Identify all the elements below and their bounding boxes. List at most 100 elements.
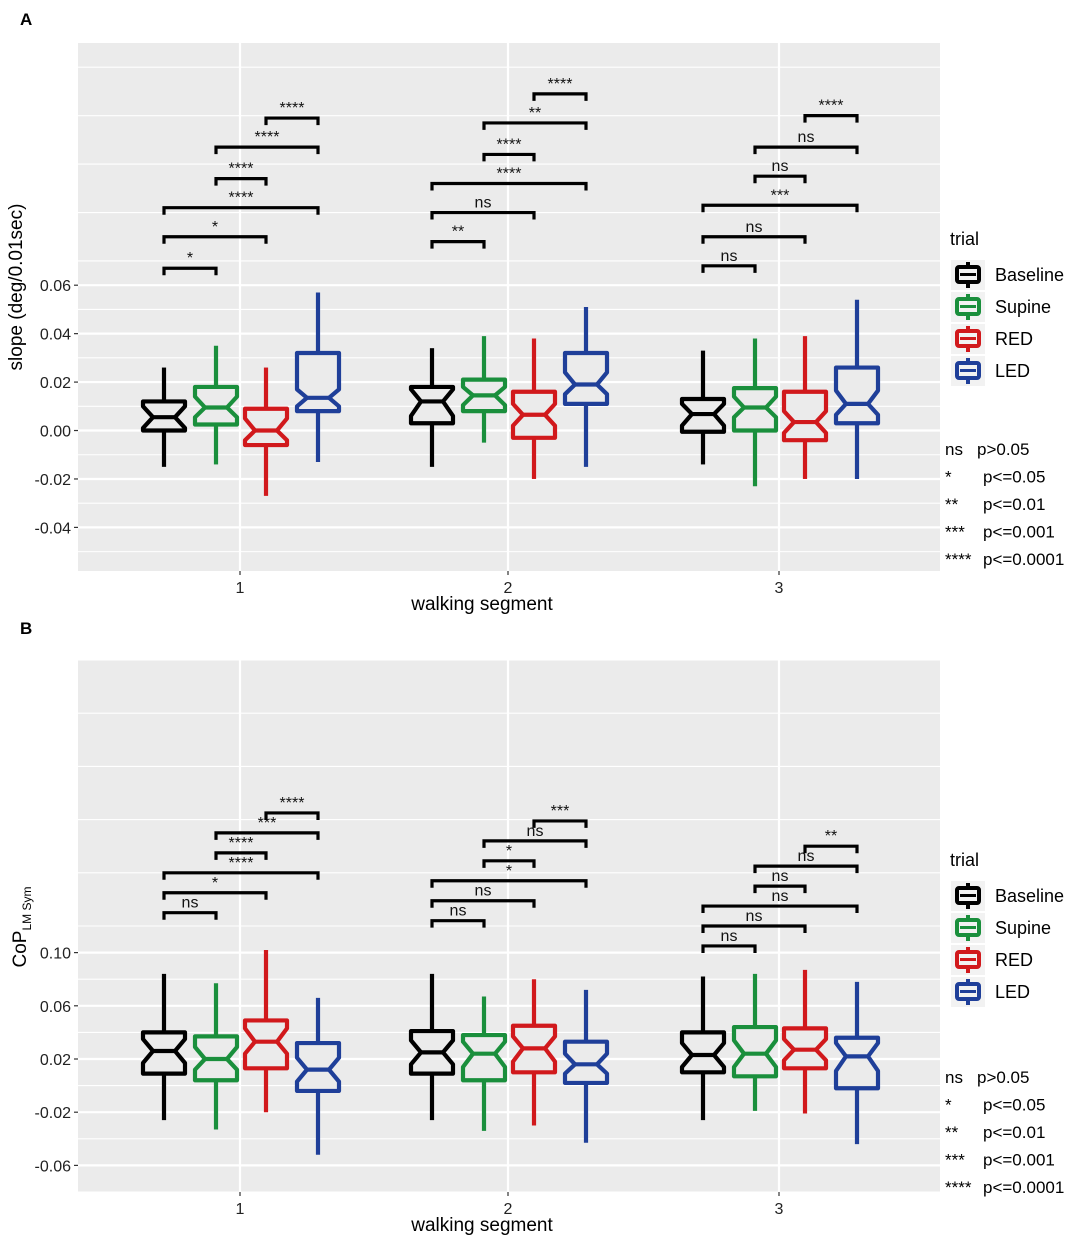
- significance-bracket: ns: [701, 248, 757, 273]
- significance-bracket: ****: [264, 100, 320, 126]
- bracket-line: [264, 116, 320, 126]
- notched-box: [833, 365, 881, 426]
- y-tick-label: -0.06: [35, 1158, 72, 1175]
- significance-label: ns: [721, 248, 738, 265]
- significance-label: ns: [475, 195, 492, 212]
- boxplot-red-segment-2: [510, 979, 558, 1126]
- significance-bracket: ****: [803, 98, 859, 123]
- significance-bracket: ****: [482, 136, 536, 162]
- key-symbol: *: [945, 468, 952, 487]
- legend-label: Baseline: [995, 265, 1064, 285]
- significance-label: ns: [772, 888, 789, 905]
- significance-bracket: *: [482, 843, 536, 868]
- significance-bracket: *: [162, 219, 268, 244]
- bracket-line: [701, 944, 757, 953]
- significance-key-row: ** p<=0.01: [945, 1123, 1045, 1142]
- notched-box: [408, 384, 456, 426]
- significance-label: **: [529, 105, 541, 122]
- y-tick-label: 0.02: [40, 1052, 71, 1069]
- bracket-line: [753, 884, 807, 894]
- bracket-line: [162, 206, 320, 215]
- x-tick-label: 3: [775, 1201, 784, 1218]
- significance-label: ns: [475, 883, 492, 900]
- bracket-line: [430, 240, 486, 249]
- significance-label: ns: [772, 868, 789, 885]
- significance-bracket: *: [162, 875, 268, 900]
- legend-item-red: RED: [951, 945, 1033, 975]
- bracket-line: [753, 174, 807, 184]
- legend-item-baseline: Baseline: [951, 881, 1064, 911]
- significance-bracket: **: [803, 828, 859, 854]
- bracket-line: [701, 904, 859, 914]
- bracket-line: [162, 871, 320, 880]
- boxplot-red-segment-1: [242, 367, 290, 496]
- boxplot-supine-segment-1: [192, 345, 240, 465]
- bracket-line: [430, 181, 588, 191]
- significance-bracket: ns: [430, 903, 486, 928]
- key-meaning: p<=0.01: [983, 495, 1045, 514]
- boxplot-red-segment-3: [781, 336, 829, 479]
- bracket-line: [803, 114, 859, 123]
- bracket-line: [532, 92, 588, 101]
- bracket-line: [264, 811, 320, 820]
- legend-item-supine: Supine: [951, 913, 1051, 943]
- bracket-line: [214, 177, 268, 186]
- y-axis-title: slope (deg/0.01sec): [6, 204, 27, 371]
- significance-label: ****: [229, 835, 254, 852]
- significance-bracket: ****: [214, 129, 320, 155]
- x-tick-label: 2: [504, 1201, 513, 1218]
- significance-label: ns: [182, 895, 199, 912]
- bracket-line: [701, 264, 757, 273]
- panel-label: B: [20, 619, 32, 638]
- x-tick-label: 3: [775, 580, 784, 597]
- bracket-line: [430, 899, 536, 908]
- bracket-line: [753, 145, 859, 155]
- notched-box: [562, 350, 610, 406]
- legend-label: Supine: [995, 918, 1051, 938]
- legend-label: Supine: [995, 297, 1051, 317]
- notched-box: [833, 1035, 881, 1091]
- significance-key-row: *** p<=0.001: [945, 523, 1055, 542]
- legend-title: trial: [950, 229, 979, 249]
- significance-bracket: ns: [162, 895, 218, 920]
- significance-label: ns: [772, 158, 789, 175]
- key-symbol: *: [945, 1096, 952, 1115]
- legend-item-supine: Supine: [951, 292, 1051, 322]
- boxplot-supine-segment-3: [731, 973, 779, 1111]
- x-axis-title: walking segment: [410, 594, 553, 615]
- significance-label: ****: [497, 165, 522, 182]
- boxplot-led-segment-1: [294, 292, 342, 463]
- significance-bracket: **: [482, 105, 588, 130]
- significance-key-row: ns p>0.05: [945, 440, 1029, 459]
- significance-bracket: *: [430, 863, 588, 888]
- bracket-line: [532, 819, 588, 828]
- significance-label: *: [187, 250, 193, 267]
- y-axis-title: CoPLM Sym: [10, 887, 34, 968]
- significance-label: ***: [551, 803, 570, 820]
- significance-bracket: ns: [482, 823, 588, 848]
- significance-bracket: ns: [701, 928, 757, 953]
- y-tick-label: -0.02: [35, 472, 72, 489]
- bracket-line: [482, 859, 536, 868]
- significance-bracket: ns: [753, 848, 859, 874]
- boxplot-baseline-segment-1: [140, 973, 188, 1121]
- key-meaning: p<=0.01: [983, 1123, 1045, 1142]
- significance-key-row: * p<=0.05: [945, 1096, 1045, 1115]
- legend-item-led: LED: [951, 977, 1030, 1007]
- significance-key-row: *** p<=0.001: [945, 1151, 1055, 1170]
- bracket-line: [162, 266, 218, 276]
- boxplot-supine-segment-2: [460, 336, 508, 443]
- significance-label: ***: [771, 187, 790, 204]
- notched-box: [781, 389, 829, 443]
- key-meaning: p<=0.05: [983, 1096, 1045, 1115]
- bracket-line: [701, 203, 859, 213]
- bracket-line: [701, 235, 807, 244]
- bracket-line: [701, 924, 807, 933]
- key-symbol: **: [945, 1123, 959, 1142]
- bracket-line: [753, 864, 859, 874]
- significance-bracket: ****: [162, 855, 320, 880]
- significance-label: ns: [746, 219, 763, 236]
- significance-bracket: ***: [214, 815, 320, 840]
- significance-key-row: **** p<=0.0001: [945, 550, 1064, 569]
